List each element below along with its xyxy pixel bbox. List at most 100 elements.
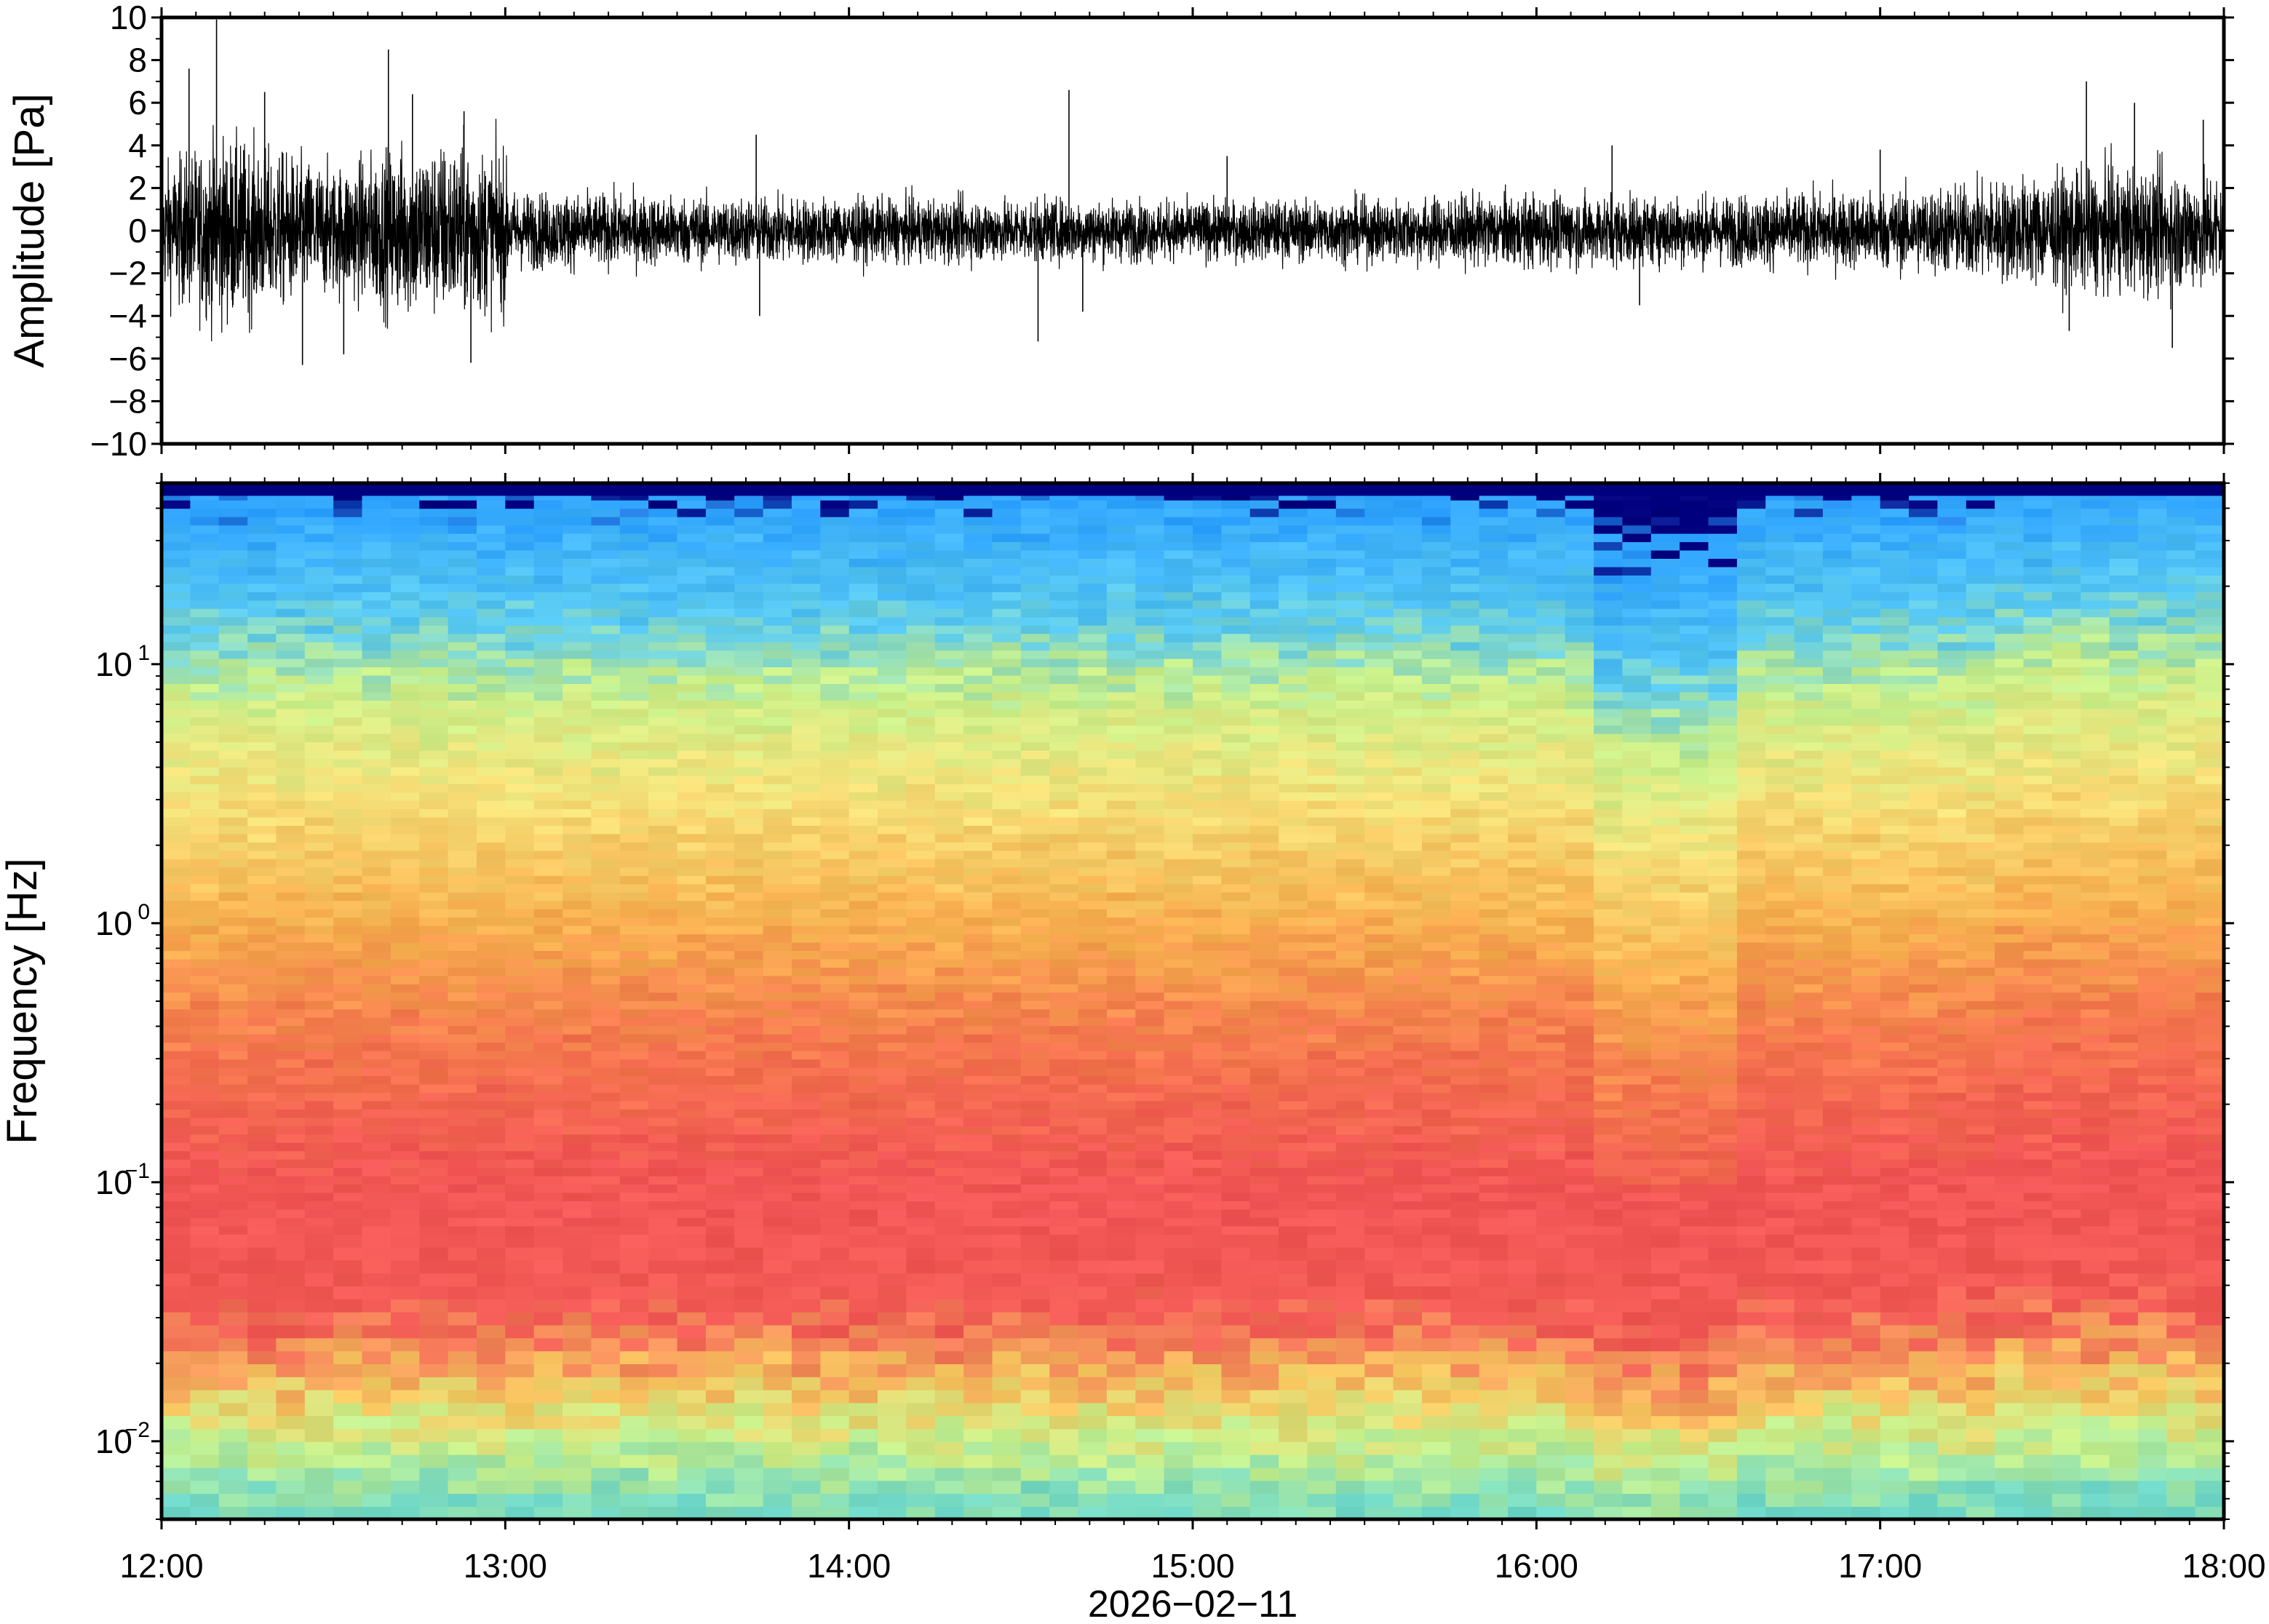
spectrogram-cell [1193,875,1223,885]
spectrogram-cell [505,800,535,809]
spectrogram-cell [390,1337,421,1352]
spectrogram-cell [992,1415,1022,1430]
spectrogram-cell [1279,1083,1308,1093]
spectrogram-cell [477,1454,506,1468]
spectrogram-cell [419,733,449,743]
spectrogram-cell [1335,749,1365,760]
spectrogram-cell [763,1192,792,1201]
spectrogram-cell [333,850,363,859]
spectrogram-cell [849,1415,878,1430]
spectrogram-cell [1049,900,1079,909]
spectrogram-cell [1193,1441,1223,1455]
spectrogram-cell [1249,733,1279,743]
spectrogram-cell [1335,1337,1365,1352]
spectrogram-cell [677,1467,707,1481]
spectrogram-cell [648,1273,678,1287]
spectrogram-cell [791,808,822,818]
spectrogram-cell [849,900,878,909]
spectrogram-cell [619,1480,649,1494]
spectrogram-cell [591,1428,621,1442]
spectrogram-cell [1249,958,1279,968]
spectrogram-cell [878,958,907,968]
spectrogram-cell [1135,1167,1165,1177]
spectrogram-cell [648,1025,678,1035]
spectrogram-cell [419,1350,449,1364]
spectrogram-cell [591,950,621,960]
spectrogram-cell [591,816,621,826]
spectrogram-cell [791,725,822,734]
spectrogram-cell [390,1246,421,1261]
spectrogram-cell [505,1234,535,1248]
spectrogram-cell [276,1493,306,1507]
spectrogram-cell [734,541,764,551]
spectrogram-cell [763,1100,792,1110]
spectrogram-cell [533,525,563,534]
spectrogram-cell [677,766,707,776]
spectrogram-cell [734,1234,764,1248]
spectrogram-cell [878,1016,907,1027]
spectrogram-cell [533,1234,563,1248]
spectrogram-cell [1335,516,1365,526]
spectrogram-cell [963,1225,993,1235]
spectrogram-cell [419,800,449,809]
spectrogram-cell [992,541,1022,551]
spectrogram-cell [1049,583,1079,592]
spectrogram-cell [190,1389,220,1404]
spectrogram-cell [533,1016,563,1027]
spectrogram-cell [563,1311,592,1326]
spectrogram-cell [791,1286,822,1299]
spectrogram-cell [276,549,306,559]
spectrogram-cell [820,600,850,609]
spectrogram-cell [878,1067,907,1076]
spectrogram-cell [705,1454,736,1468]
spectrogram-cell [763,583,792,592]
spectrogram-cell [677,733,707,743]
spectrogram-cell [591,499,621,509]
spectrogram-cell [1249,600,1279,609]
spectrogram-cell [362,1217,392,1227]
spectrogram-cell [992,1117,1022,1126]
spectrogram-cell [1020,683,1050,693]
spectrogram-cell [763,683,792,693]
spectrogram-cell [533,641,563,651]
spectrogram-cell [390,1134,421,1143]
spectrogram-cell [190,1364,220,1377]
spectrogram-cell [734,842,764,851]
spectrogram-cell [963,792,993,801]
spectrogram-cell [1020,508,1050,517]
spectrogram-cell [791,833,822,843]
spectrogram-cell [1193,508,1223,517]
spectrogram-cell [505,1201,535,1210]
spectrogram-cell [533,1350,563,1364]
spectrogram-cell [648,708,678,717]
spectrogram-cell [1193,1134,1223,1143]
spectrogram-cell [276,1126,306,1135]
spectrogram-cell [448,1033,477,1043]
spectrogram-cell [934,583,964,592]
spectrogram-cell [763,1059,792,1068]
spectrogram-cell [734,717,764,726]
spectrogram-cell [1221,674,1251,684]
spectrogram-cell [992,1025,1022,1035]
spectrogram-cell [190,908,220,918]
spectrogram-cell [448,825,477,835]
spectrogram-cell [1364,1234,1394,1248]
spectrogram-cell [304,1184,334,1193]
spectrogram-cell [276,641,306,651]
spectrogram-cell [1249,758,1279,768]
spectrogram-cell [190,984,220,993]
spectrogram-cell [1106,566,1137,576]
spectrogram-cell [1135,1109,1165,1118]
spectrogram-cell [477,1389,506,1404]
spectrogram-cell [1049,1377,1079,1390]
spectrogram-cell [820,1415,850,1430]
spectrogram-cell [734,1083,764,1093]
spectrogram-cell [1364,1126,1394,1135]
spectrogram-cell [333,800,363,809]
spectrogram-cell [1307,950,1337,960]
spectrogram-cell [591,525,621,534]
spectrogram-cell [648,1184,678,1193]
spectrogram-cell [992,1389,1022,1404]
spectrogram-cell [591,908,621,918]
spectrogram-cell [1049,758,1079,768]
